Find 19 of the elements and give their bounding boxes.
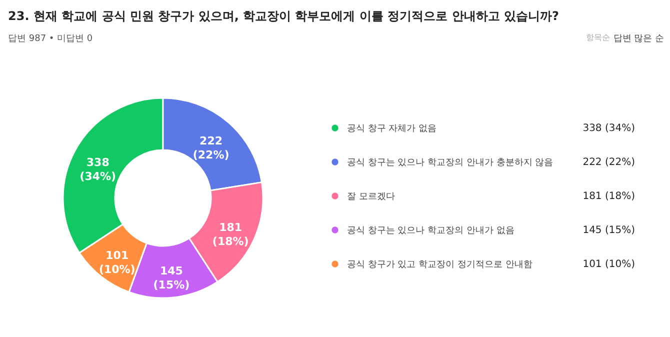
text: 338 (34%) — [582, 123, 635, 134]
text: 항목순 — [586, 33, 610, 42]
text: 101 (10%) — [582, 259, 635, 270]
data-label: 181 (18%) — [212, 221, 249, 248]
data-label: 145 (15%) — [153, 264, 190, 292]
chart-subtitle: 답변 987 • 미답변 0 — [8, 34, 93, 44]
legend-label: 잘 모르겠다 — [347, 192, 395, 202]
legend-label: 공식 창구는 있으나 학교장의 안내가 없음 — [347, 226, 514, 236]
text: 222 (22%) — [582, 157, 635, 168]
legend-label: 공식 창구가 있고 학교장이 정기적으로 안내함 — [347, 260, 532, 270]
text: 145 (15%) — [582, 225, 635, 236]
legend-label: 공식 창구 자체가 없음 — [347, 124, 437, 134]
data-label: 338 (34%) — [80, 156, 116, 183]
data-label: 101 (10%) — [98, 249, 136, 276]
text: 답변 많은 순 — [613, 34, 664, 44]
legend-label: 공식 창구는 있으나 학교장의 안내가 충분하지 않음 — [347, 158, 554, 168]
data-label: 222 (22%) — [192, 134, 230, 162]
text: 181 (18%) — [582, 191, 635, 202]
chart-title: 23. 현재 학교에 공식 민원 창구가 있으며, 학교장이 학부모에게 이를 정기적으로 안내하고 있습니까? — [8, 9, 559, 23]
